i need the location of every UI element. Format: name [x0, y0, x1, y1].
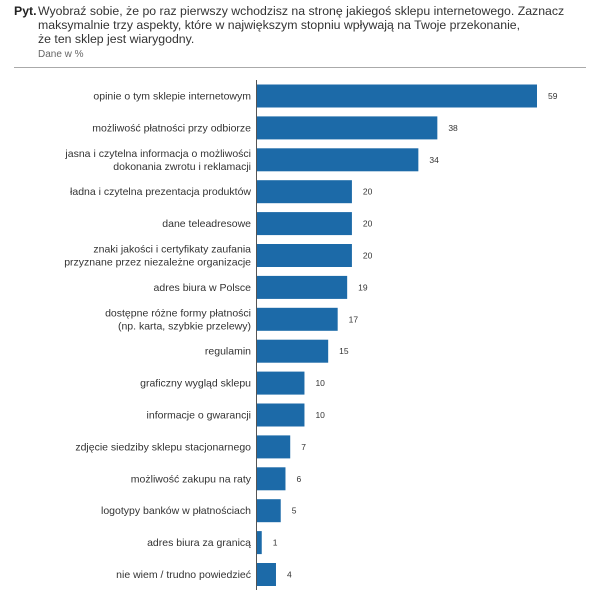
- category-label: graficzny wygląd sklepu: [140, 378, 251, 390]
- category-label: adres biura w Polsce: [154, 282, 252, 294]
- question-lead: Pyt.: [14, 4, 37, 18]
- data-label: 20: [363, 219, 373, 229]
- category-label: zdjęcie siedziby sklepu stacjonarnego: [75, 441, 251, 453]
- question-line: Wyobraź sobie, że po raz pierwszy wchodz…: [38, 4, 565, 18]
- data-label: 19: [358, 282, 368, 292]
- unit-note: Dane w %: [38, 49, 84, 60]
- category-label: dostępne różne formy płatności: [105, 307, 251, 319]
- bar: [257, 180, 352, 204]
- bar: [257, 307, 338, 331]
- data-label: 20: [363, 187, 373, 197]
- bar: [257, 212, 352, 236]
- question-text: Wyobraź sobie, że po raz pierwszy wchodz…: [38, 4, 594, 46]
- bar: [257, 467, 286, 491]
- data-label: 10: [315, 410, 325, 420]
- bar: [257, 403, 305, 427]
- data-label: 7: [301, 442, 306, 452]
- category-label: ładna i czytelna prezentacja produktów: [70, 186, 251, 198]
- category-label: jasna i czytelna informacja o możliwości: [64, 148, 251, 160]
- bar: [257, 371, 305, 395]
- category-label: dokonania zwrotu i reklamacji: [113, 161, 251, 173]
- category-label: (np. karta, szybkie przelewy): [118, 320, 251, 332]
- category-label: znaki jakości i certyfikaty zaufania: [93, 244, 251, 256]
- bar: [257, 563, 276, 586]
- data-label: 17: [349, 314, 359, 324]
- bar: [257, 275, 348, 299]
- data-label: 6: [296, 474, 301, 484]
- category-label: regulamin: [205, 346, 251, 358]
- category-label: adres biura za granicą: [147, 537, 251, 549]
- category-label: nie wiem / trudno powiedzieć: [116, 569, 251, 581]
- data-label: 4: [287, 570, 292, 580]
- category-label: informacje o gwarancji: [147, 410, 251, 422]
- bar: [257, 148, 419, 172]
- bar: [257, 499, 281, 523]
- bar: [257, 435, 291, 459]
- data-label: 34: [429, 155, 439, 165]
- bar: [257, 531, 262, 555]
- category-label: opinie o tym sklepie internetowym: [93, 91, 251, 103]
- question-line: że ten sklep jest wiarygodny.: [38, 32, 195, 46]
- category-label: dane teleadresowe: [162, 218, 251, 230]
- bar: [257, 116, 438, 140]
- bar: [257, 244, 352, 267]
- category-label: logotypy banków w płatnościach: [101, 505, 251, 517]
- data-label: 10: [315, 378, 325, 388]
- data-label: 38: [448, 123, 458, 133]
- category-label: możliwość zakupu na raty: [131, 473, 252, 485]
- category-label: możliwość płatności przy odbiorze: [92, 122, 251, 134]
- bar: [257, 339, 329, 363]
- header-divider: [14, 67, 586, 68]
- data-label: 5: [292, 506, 297, 516]
- category-label: przyznane przez niezależne organizacje: [64, 257, 251, 269]
- data-label: 1: [273, 538, 278, 548]
- data-label: 15: [339, 346, 349, 356]
- bar: [257, 84, 537, 108]
- question-line: maksymalnie trzy aspekty, które w najwię…: [38, 18, 521, 32]
- data-label: 20: [363, 251, 373, 261]
- data-label: 59: [548, 91, 558, 101]
